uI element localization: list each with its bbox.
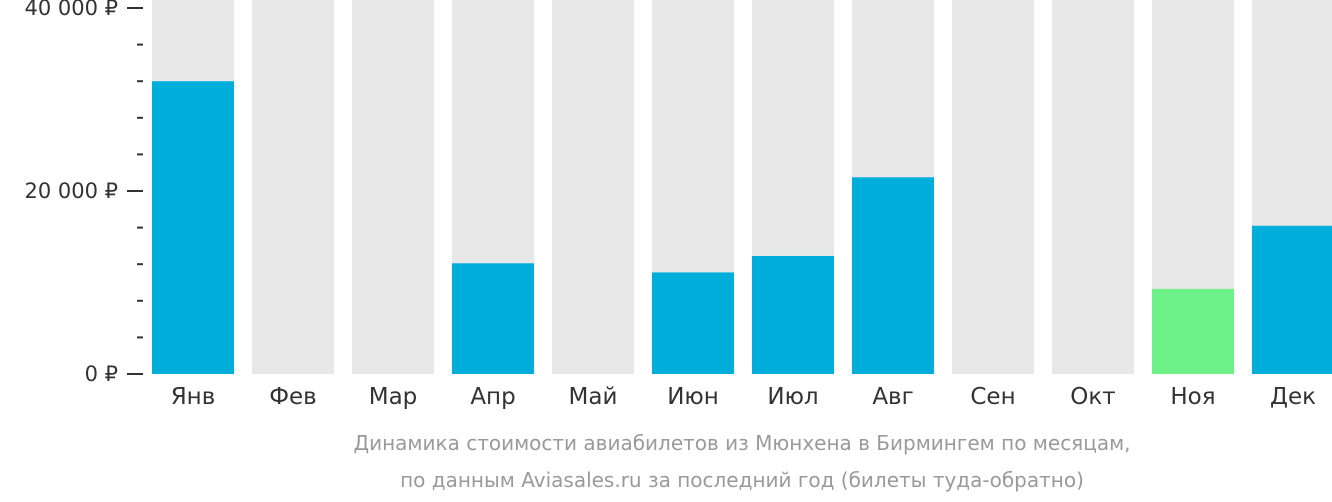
- x-tick-label: Мар: [369, 384, 418, 410]
- y-tick-label: 40 000 ₽: [24, 0, 118, 20]
- chart-caption-line-2: по данным Aviasales.ru за последний год …: [400, 468, 1084, 492]
- bar-6[interactable]: [652, 272, 734, 374]
- chart-caption-line-1: Динамика стоимости авиабилетов из Мюнхен…: [353, 431, 1131, 455]
- y-tick-label: 20 000 ₽: [24, 179, 118, 203]
- x-tick-label: Июн: [667, 384, 719, 410]
- background-bar-5: [552, 0, 634, 374]
- x-tick-label: Авг: [872, 384, 913, 410]
- bar-7[interactable]: [752, 255, 834, 374]
- y-axis: 0 ₽ 20 000 ₽ 40 000 ₽: [24, 0, 143, 386]
- bar-12[interactable]: [1252, 225, 1332, 374]
- bar-11[interactable]: [1152, 288, 1234, 374]
- bar-1[interactable]: [152, 81, 234, 374]
- x-tick-label: Апр: [470, 384, 515, 410]
- y-tick-label: 0 ₽: [85, 362, 118, 386]
- bar-8[interactable]: [852, 177, 934, 374]
- price-chart: 0 ₽ 20 000 ₽ 40 000 ₽ Янв Фев Мар Апр Май Июн Ию…: [24, 0, 1332, 410]
- x-tick-label: Ноя: [1170, 384, 1215, 410]
- x-tick-label: Июл: [767, 384, 818, 410]
- background-bar-10: [1052, 0, 1134, 374]
- price-bars: [152, 81, 1332, 374]
- x-tick-label: Дек: [1270, 384, 1316, 410]
- background-bar-9: [952, 0, 1034, 374]
- x-tick-label: Май: [569, 384, 618, 410]
- x-tick-label: Сен: [970, 384, 1015, 410]
- background-bar-2: [252, 0, 334, 374]
- background-bar-3: [352, 0, 434, 374]
- x-axis: Янв Фев Мар Апр Май Июн Июл Авг Сен Окт Ноя Дек: [171, 384, 1316, 410]
- x-tick-label: Фев: [269, 384, 317, 410]
- bar-4[interactable]: [452, 263, 534, 374]
- x-tick-label: Янв: [171, 384, 216, 410]
- x-tick-label: Окт: [1070, 384, 1115, 410]
